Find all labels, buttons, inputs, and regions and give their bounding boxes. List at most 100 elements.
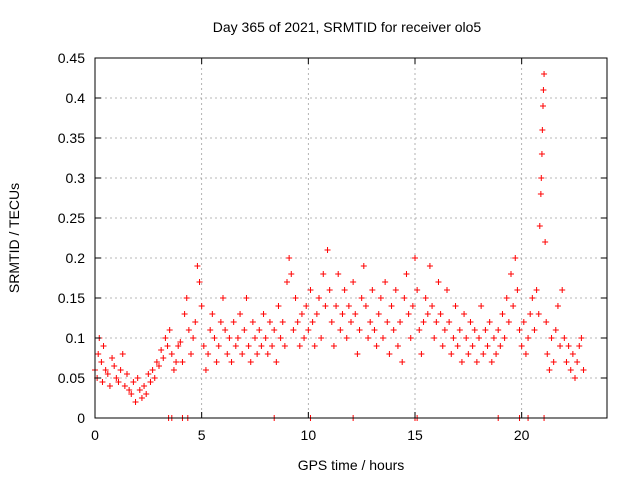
data-point — [375, 311, 382, 317]
data-point — [124, 371, 130, 377]
data-point — [232, 343, 239, 349]
data-point — [273, 359, 280, 365]
data-point — [452, 303, 459, 309]
data-point — [205, 351, 212, 357]
data-point — [109, 355, 116, 361]
data-point — [339, 311, 346, 317]
data-point — [324, 247, 331, 253]
data-point — [341, 287, 348, 293]
data-point — [473, 359, 480, 365]
data-point — [358, 295, 365, 301]
data-point — [279, 319, 286, 325]
data-point — [486, 319, 493, 325]
x-tick-label: 5 — [198, 427, 206, 443]
data-point — [580, 367, 587, 373]
data-point — [330, 343, 337, 349]
data-point — [260, 311, 267, 317]
data-point — [476, 335, 482, 341]
data-point — [512, 255, 519, 261]
data-point — [190, 335, 197, 341]
data-point — [307, 287, 314, 293]
data-point — [569, 351, 576, 357]
x-tick-label: 20 — [514, 427, 530, 443]
data-point — [128, 391, 135, 397]
data-point — [158, 347, 165, 353]
data-point — [576, 343, 583, 349]
data-point — [228, 359, 235, 365]
data-point — [141, 383, 148, 389]
data-point — [422, 295, 429, 301]
data-point — [318, 335, 325, 341]
data-point — [465, 351, 472, 357]
data-point — [177, 339, 184, 345]
data-point — [537, 191, 544, 197]
data-point — [439, 343, 446, 349]
data-point — [542, 239, 549, 245]
data-point — [222, 327, 229, 333]
data-point — [313, 311, 320, 317]
data-point — [296, 343, 303, 349]
data-point — [394, 343, 401, 349]
data-point — [348, 319, 354, 325]
data-point — [536, 223, 543, 229]
data-point — [538, 175, 545, 181]
data-point — [226, 335, 233, 341]
data-point — [230, 319, 237, 325]
data-point — [501, 335, 508, 341]
data-point — [518, 343, 525, 349]
data-point — [418, 351, 425, 357]
data-point — [561, 335, 568, 341]
data-point — [149, 367, 156, 373]
y-tick-label: 0 — [77, 410, 85, 426]
data-point — [245, 343, 252, 349]
data-point — [352, 311, 359, 317]
data-point — [373, 343, 380, 349]
y-tick-label: 0.45 — [58, 50, 85, 66]
data-points — [92, 71, 587, 421]
data-point — [100, 343, 107, 349]
data-point — [151, 375, 158, 381]
data-point — [126, 387, 133, 393]
data-point — [239, 351, 246, 357]
y-tick-label: 0.05 — [58, 370, 85, 386]
data-point — [264, 351, 271, 357]
data-point — [403, 271, 410, 277]
data-point — [185, 327, 192, 333]
data-point — [343, 335, 350, 341]
data-point — [533, 287, 540, 293]
data-point — [113, 375, 120, 381]
data-point — [488, 359, 495, 365]
data-point — [362, 303, 369, 309]
data-point — [531, 327, 538, 333]
data-point — [243, 295, 250, 301]
chart-title: Day 365 of 2021, SRMTID for receiver olo… — [213, 19, 482, 35]
data-point — [275, 303, 282, 309]
data-point — [277, 335, 284, 341]
data-point — [538, 151, 545, 157]
data-point — [541, 71, 548, 77]
data-point — [301, 335, 308, 341]
data-point — [311, 343, 318, 349]
data-point — [435, 279, 442, 285]
data-point — [269, 343, 276, 349]
data-point — [356, 327, 363, 333]
x-tick-label: 0 — [91, 427, 99, 443]
data-point — [121, 383, 128, 389]
y-tick-label: 0.4 — [66, 90, 86, 106]
data-point — [416, 327, 423, 333]
data-point — [294, 319, 301, 325]
data-point — [450, 335, 457, 341]
data-point — [192, 319, 199, 325]
data-point — [377, 295, 384, 301]
data-point — [554, 303, 561, 309]
data-point — [281, 343, 288, 349]
data-point — [196, 279, 203, 285]
data-point — [104, 371, 111, 377]
data-point — [99, 379, 106, 385]
data-point — [160, 355, 167, 361]
data-point — [164, 343, 171, 349]
data-point — [497, 343, 504, 349]
data-point — [527, 311, 534, 317]
data-point — [467, 319, 474, 325]
